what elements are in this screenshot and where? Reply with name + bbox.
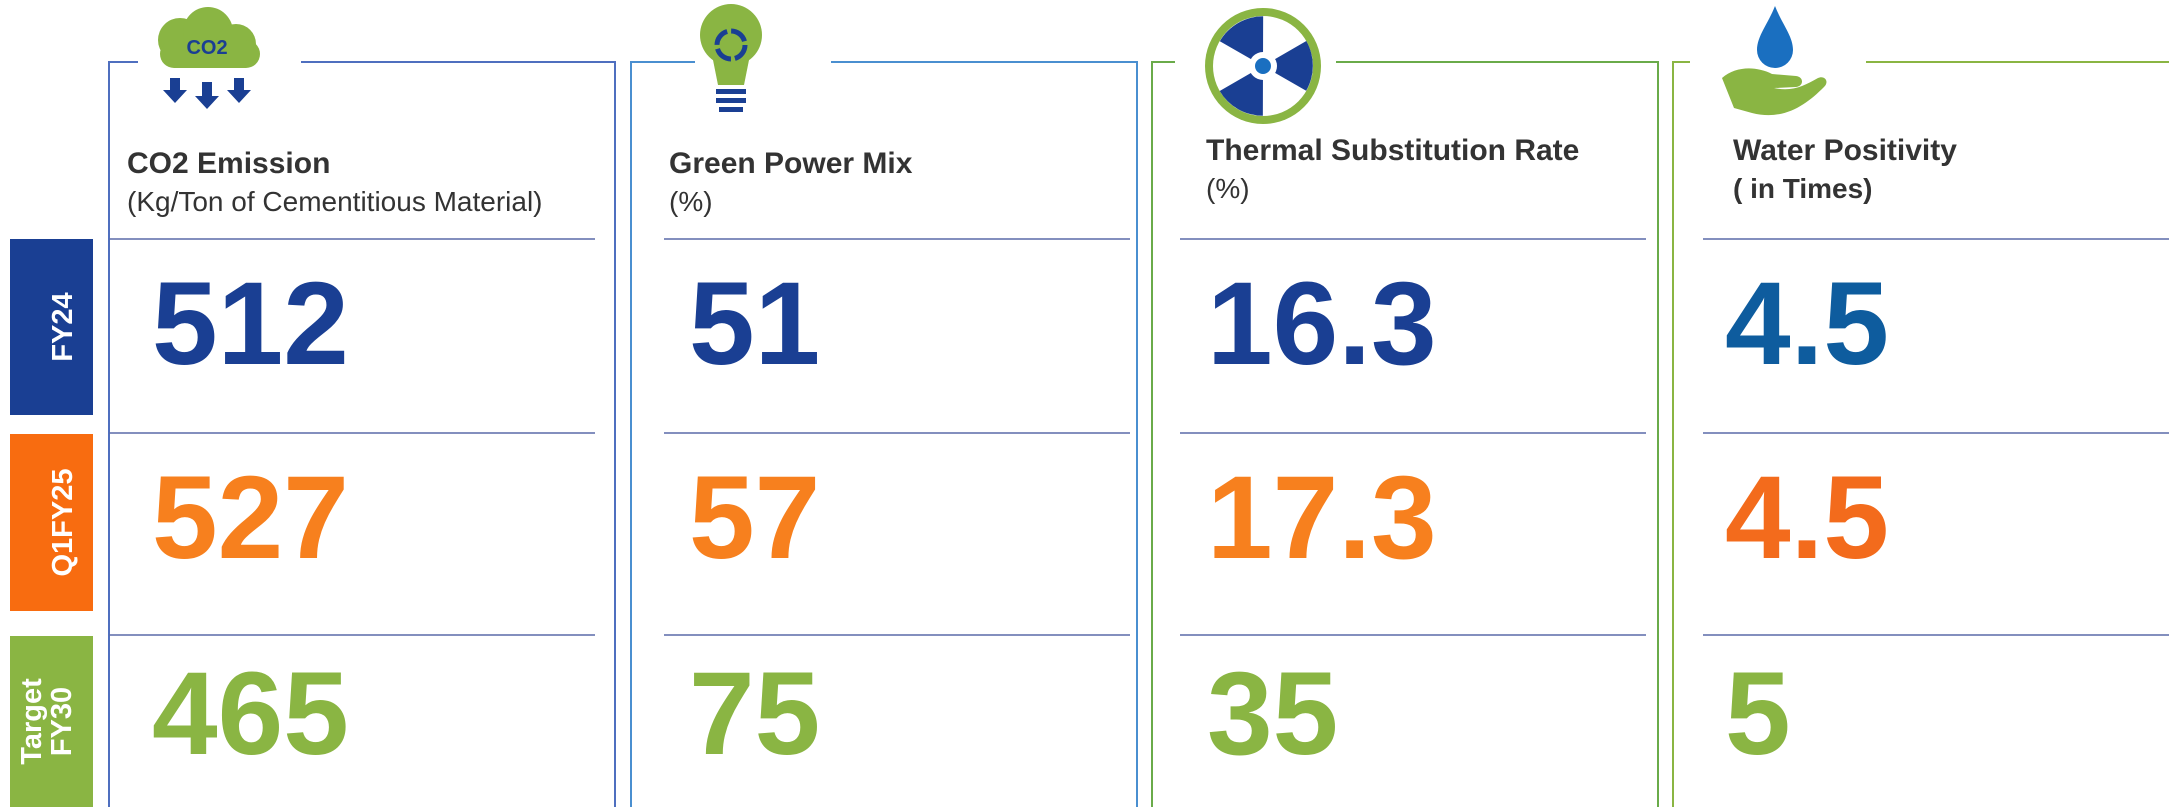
metric-value: 75 (689, 648, 820, 780)
metric-value: 16.3 (1207, 258, 1437, 390)
metric-value: 512 (152, 258, 349, 390)
column-frame (630, 61, 1138, 807)
metric-value: 527 (152, 452, 349, 584)
column-frame (108, 61, 616, 807)
column-frame (1151, 61, 1659, 807)
column-title: Water Positivity (1733, 134, 1957, 167)
water-icon (1722, 6, 1827, 116)
row-label-box (10, 636, 93, 807)
row-label-box (10, 434, 93, 611)
column-frame (1672, 61, 2169, 807)
column-subtitle: (%) (1206, 173, 1250, 204)
row-label: TargetFY30 (16, 678, 78, 765)
metric-value: 4.5 (1725, 452, 1889, 584)
metric-value: 17.3 (1207, 452, 1437, 584)
metric-value: 5 (1725, 648, 1791, 780)
radiation-icon (1205, 8, 1321, 124)
column-subtitle: (%) (669, 186, 713, 217)
metric-value: 51 (689, 258, 820, 390)
row-label: FY24 (47, 292, 79, 361)
column-title: CO2 Emission (127, 147, 330, 180)
column-subtitle: ( in Times) (1733, 173, 1873, 204)
row-label-box (10, 239, 93, 415)
icon-label: CO2 (186, 37, 227, 59)
column-subtitle: (Kg/Ton of Cementitious Material) (127, 186, 543, 217)
column-title: Green Power Mix (669, 147, 913, 180)
metric-value: 35 (1207, 648, 1338, 780)
metric-value: 57 (689, 452, 820, 584)
row-label: Q1FY25 (47, 469, 79, 577)
metric-value: 4.5 (1725, 258, 1889, 390)
bulb-icon (700, 4, 762, 112)
column-title: Thermal Substitution Rate (1206, 134, 1579, 167)
co2-icon: CO2 (158, 7, 260, 109)
metric-value: 465 (152, 648, 349, 780)
